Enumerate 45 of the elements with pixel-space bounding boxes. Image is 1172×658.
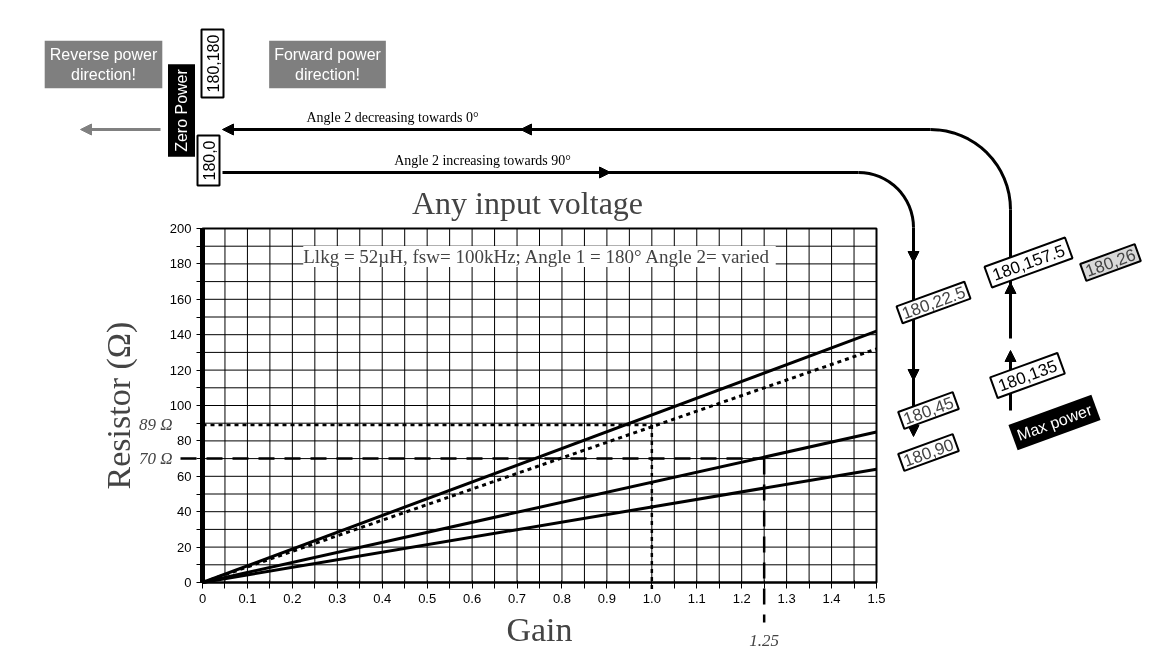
text: Angle 2 increasing towards 90° bbox=[394, 153, 571, 168]
y-tick-label: 100 bbox=[169, 398, 192, 413]
x-tick-label: 1.3 bbox=[777, 590, 796, 606]
y-tick-label: 0 bbox=[184, 575, 192, 590]
x-tick-label: 0.5 bbox=[418, 590, 437, 606]
legend-label: 180,90 bbox=[900, 435, 957, 471]
text: Forward power direction! bbox=[274, 45, 382, 84]
x-tick-label: 0.3 bbox=[328, 590, 347, 606]
text: Angle 2 decreasing towards 0° bbox=[306, 110, 479, 125]
y-tick-label: 160 bbox=[169, 291, 192, 307]
chart-title: Any input voltage bbox=[411, 184, 644, 221]
x-tick-label: 0.2 bbox=[283, 590, 302, 606]
y-tick-label: 20 bbox=[177, 539, 192, 555]
ref-line-label: 1.25 bbox=[749, 631, 780, 650]
x-tick-label: 0.1 bbox=[238, 590, 257, 606]
text: Reverse power direction! bbox=[49, 45, 158, 84]
x-tick-label: 0 bbox=[198, 590, 207, 606]
ref-line-label: 70 Ω bbox=[138, 449, 173, 469]
x-tick-label: 1.5 bbox=[867, 590, 886, 606]
x-tick-label: 1.1 bbox=[687, 590, 706, 606]
y-tick-label: 180 bbox=[169, 256, 192, 272]
y-tick-label: 40 bbox=[177, 504, 192, 520]
y-axis-title: Resistor (Ω) bbox=[99, 321, 138, 490]
y-tick-label: 140 bbox=[169, 327, 192, 343]
y-tick-label: 80 bbox=[177, 433, 192, 449]
text: 180,0 bbox=[200, 140, 218, 181]
ref-line-label: 89 Ω bbox=[138, 415, 173, 435]
text: Llkg = 52µH, fsw= 100kHz; Angle 1 = 180° Angle 2= varied bbox=[303, 246, 770, 267]
x-tick-label: 1.4 bbox=[822, 590, 841, 606]
x-tick-label: 1.0 bbox=[642, 590, 661, 606]
x-tick-label: 0.4 bbox=[373, 590, 392, 606]
y-tick-label: 200 bbox=[169, 221, 192, 236]
x-axis-title: Gain bbox=[506, 610, 573, 648]
x-tick-label: 0.9 bbox=[597, 590, 616, 606]
text: Zero Power bbox=[173, 68, 190, 152]
y-tick-label: 60 bbox=[177, 468, 192, 484]
x-tick-label: 0.7 bbox=[508, 590, 527, 606]
x-tick-label: 1.2 bbox=[732, 590, 751, 606]
y-tick-label: 120 bbox=[169, 362, 192, 378]
x-tick-label: 0.6 bbox=[463, 590, 482, 606]
legend-label: 180,45 bbox=[900, 393, 957, 429]
text: 180,180 bbox=[204, 34, 222, 93]
x-tick-label: 0.8 bbox=[552, 590, 572, 606]
text: Max power bbox=[1014, 400, 1095, 444]
text: 180,26 bbox=[1082, 245, 1139, 281]
